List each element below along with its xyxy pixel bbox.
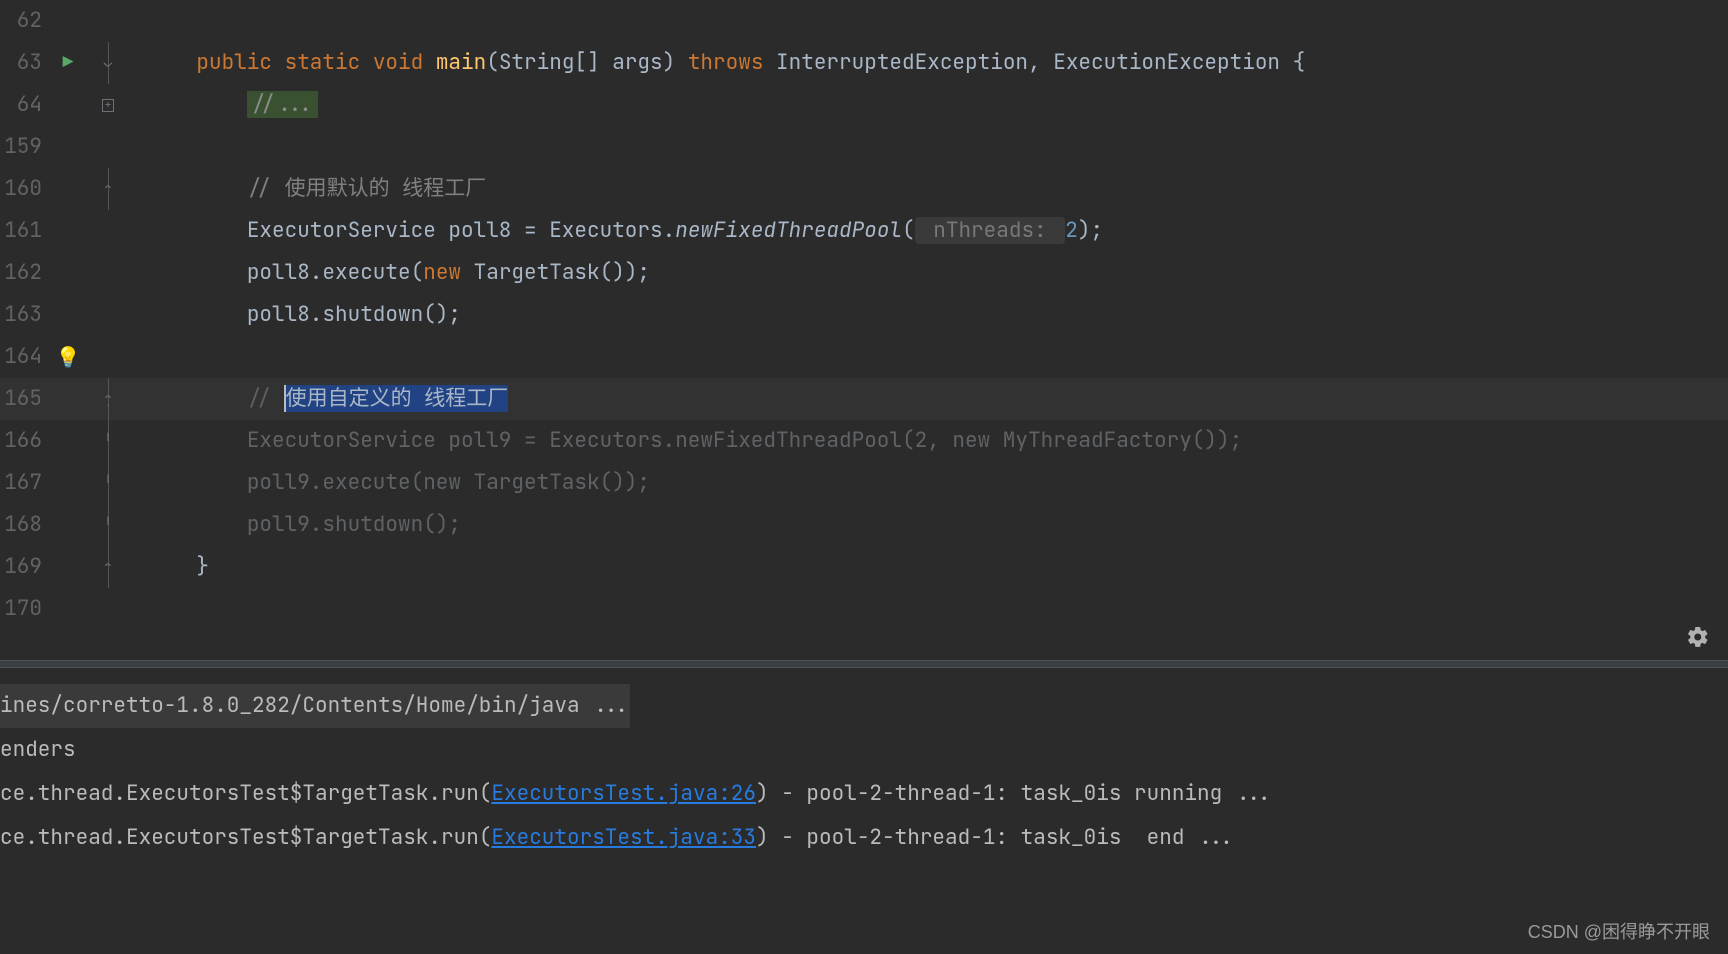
console-line: enders	[0, 728, 1728, 772]
console-line: ce.thread.ExecutorsTest$TargetTask.run(E…	[0, 816, 1728, 860]
code-line[interactable]: 168 ╵ poll9.shutdown();	[0, 504, 1728, 546]
code-text[interactable]: poll8.shutdown();	[128, 294, 461, 336]
watermark: CSDN @困得睁不开眼	[1528, 918, 1710, 944]
code-text[interactable]: ExecutorService poll9 = Executors.newFix…	[128, 420, 1242, 462]
code-text[interactable]: poll9.shutdown();	[128, 504, 461, 546]
gutter-icon-slot: ▶	[48, 42, 88, 84]
console-command-line: ines/corretto-1.8.0_282/Contents/Home/bi…	[0, 684, 1728, 728]
run-icon[interactable]: ▶	[63, 42, 74, 84]
stacktrace-link[interactable]: ExecutorsTest.java:33	[491, 824, 756, 851]
code-text[interactable]: poll9.execute(new TargetTask());	[128, 462, 650, 504]
line-number: 62	[0, 0, 48, 42]
line-number: 160	[0, 168, 48, 210]
line-number: 169	[0, 546, 48, 588]
console-line: ce.thread.ExecutorsTest$TargetTask.run(E…	[0, 772, 1728, 816]
code-line[interactable]: 164💡	[0, 336, 1728, 378]
code-line[interactable]: 159	[0, 126, 1728, 168]
code-line[interactable]: 165 ⌃˯ // 使用自定义的 线程工厂	[0, 378, 1728, 420]
gutter-icon-slot: 💡	[48, 336, 88, 378]
line-number: 162	[0, 252, 48, 294]
fold-gutter[interactable]: ╵	[88, 420, 128, 462]
fold-gutter[interactable]: ⌃	[88, 546, 128, 588]
line-number: 63	[0, 42, 48, 84]
line-number: 168	[0, 504, 48, 546]
code-line[interactable]: 166 ╵ ExecutorService poll9 = Executors.n…	[0, 420, 1728, 462]
fold-gutter[interactable]: ╵	[88, 462, 128, 504]
console-panel[interactable]: ines/corretto-1.8.0_282/Contents/Home/bi…	[0, 668, 1728, 860]
line-number: 170	[0, 588, 48, 630]
line-number: 161	[0, 210, 48, 252]
fold-gutter[interactable]: ⌃˯	[88, 378, 128, 420]
fold-gutter[interactable]: ⌄	[88, 42, 128, 84]
code-text[interactable]: // 使用自定义的 线程工厂	[128, 378, 508, 420]
line-number: 165	[0, 378, 48, 420]
code-editor[interactable]: 6263 ▶ ⌄ public static void main(String[] …	[0, 0, 1728, 660]
code-text[interactable]: // 使用默认的 线程工厂	[128, 168, 486, 210]
code-text[interactable]: //...	[128, 84, 318, 126]
fold-gutter[interactable]: ╵	[88, 504, 128, 546]
line-number: 64	[0, 84, 48, 126]
code-line[interactable]: 160 ⌃ // 使用默认的 线程工厂	[0, 168, 1728, 210]
code-line[interactable]: 62	[0, 0, 1728, 42]
gear-icon[interactable]	[1686, 625, 1710, 657]
code-line[interactable]: 63 ▶ ⌄ public static void main(String[] ar…	[0, 42, 1728, 84]
panel-divider[interactable]	[0, 660, 1728, 668]
code-text[interactable]: }	[128, 546, 209, 588]
code-line[interactable]: 170	[0, 588, 1728, 630]
fold-gutter[interactable]: +	[88, 99, 128, 112]
stacktrace-link[interactable]: ExecutorsTest.java:26	[491, 780, 756, 807]
code-line[interactable]: 161 ExecutorService poll8 = Executors.ne…	[0, 210, 1728, 252]
code-text[interactable]: public static void main(String[] args) t…	[128, 42, 1305, 84]
code-line[interactable]: 162 poll8.execute(new TargetTask());	[0, 252, 1728, 294]
code-line[interactable]: 169 ⌃ }	[0, 546, 1728, 588]
fold-gutter[interactable]: ⌃	[88, 168, 128, 210]
line-number: 167	[0, 462, 48, 504]
code-text[interactable]: poll8.execute(new TargetTask());	[128, 252, 650, 294]
line-number: 159	[0, 126, 48, 168]
code-line[interactable]: 64 + //...	[0, 84, 1728, 126]
line-number: 164	[0, 336, 48, 378]
line-number: 163	[0, 294, 48, 336]
intention-bulb-icon[interactable]: 💡	[56, 336, 81, 378]
code-text[interactable]: ExecutorService poll8 = Executors.newFix…	[128, 210, 1103, 252]
code-line[interactable]: 167 ╵ poll9.execute(new TargetTask());	[0, 462, 1728, 504]
line-number: 166	[0, 420, 48, 462]
code-line[interactable]: 163 poll8.shutdown();	[0, 294, 1728, 336]
